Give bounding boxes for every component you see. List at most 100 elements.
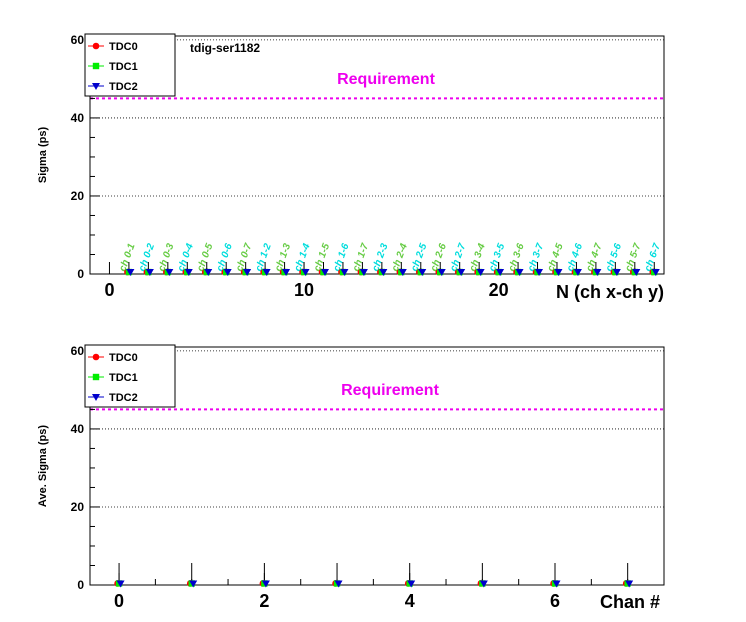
- y-tick-label: 0: [77, 267, 84, 281]
- data-point-tdc2: [651, 269, 660, 277]
- data-point-tdc2: [282, 269, 291, 277]
- channel-pair-label: ch 0-1: [117, 242, 137, 273]
- channel-pair-label: ch 1-4: [293, 242, 313, 273]
- bottom-y-axis-title: Ave. Sigma (ps): [37, 425, 49, 507]
- channel-pair-label: ch 4-5: [545, 242, 565, 273]
- x-tick-label: 0: [104, 280, 114, 300]
- legend-label: TDC0: [109, 352, 138, 364]
- x-tick-label: 0: [114, 591, 124, 611]
- data-point-tdc2: [165, 269, 174, 277]
- data-point-tdc2: [554, 269, 563, 277]
- top-legend-items: TDC0 TDC1 TDC2: [88, 41, 138, 93]
- top-board-label: tdig-ser1182: [190, 41, 260, 55]
- channel-pair-label: ch 0-6: [215, 242, 235, 273]
- channel-pair-label: ch 3-6: [507, 242, 527, 273]
- bottom-legend: TDC0 TDC1 TDC2: [84, 344, 176, 408]
- top-channel-labels: ch 0-1 ch 0-2 ch 0-3 ch 0-4 ch 0-5 ch 0-6 ch 0…: [117, 242, 663, 273]
- data-point-tdc2: [262, 269, 271, 277]
- x-tick-label: 10: [294, 280, 314, 300]
- data-point-tdc2: [398, 269, 407, 277]
- legend-label: TDC0: [109, 41, 138, 53]
- top-plot-frame: [89, 35, 665, 275]
- y-tick-label: 0: [77, 578, 84, 592]
- data-point-tdc2: [437, 269, 446, 277]
- legend-label: TDC2: [109, 392, 138, 404]
- channel-pair-label: ch 1-6: [331, 242, 351, 273]
- bottom-data-points: [114, 563, 634, 588]
- bottom-y-ticks: 0 20 40 60: [71, 344, 100, 592]
- top-data-points: [124, 262, 660, 277]
- data-point-tdc2: [496, 269, 505, 277]
- data-point-tdc2: [552, 580, 561, 588]
- data-point-tdc2: [479, 580, 488, 588]
- data-point-tdc2: [320, 269, 329, 277]
- bottom-grid: [90, 350, 664, 508]
- channel-pair-label: ch 0-7: [234, 242, 254, 273]
- top-grid: [90, 39, 664, 197]
- top-y-axis-title: Sigma (ps): [37, 127, 49, 184]
- legend-label: TDC1: [109, 372, 138, 384]
- channel-pair-label: ch 2-4: [390, 242, 410, 273]
- channel-pair-label: ch 1-5: [312, 242, 332, 273]
- channel-pair-label: ch 2-5: [409, 242, 429, 273]
- data-point-tdc2: [334, 580, 343, 588]
- data-point-tdc2: [535, 269, 544, 277]
- channel-pair-label: ch 2-7: [448, 242, 468, 273]
- channel-pair-label: ch 3-4: [468, 242, 488, 273]
- data-point-tdc2: [340, 269, 349, 277]
- top-requirement-label: Requirement: [337, 71, 435, 88]
- x-tick-label: 4: [405, 591, 415, 611]
- x-tick-label: 20: [489, 280, 509, 300]
- data-point-tdc2: [223, 269, 232, 277]
- data-point-tdc2: [593, 269, 602, 277]
- channel-pair-label: ch 5-7: [623, 242, 643, 273]
- bottom-legend-items: TDC0 TDC1 TDC2: [88, 352, 138, 404]
- data-point-tdc2: [261, 580, 270, 588]
- data-point-tdc2: [625, 580, 634, 588]
- legend-marker-tdc2: [92, 394, 100, 401]
- top-legend: TDC0 TDC1 TDC2: [84, 33, 176, 97]
- channel-pair-label: ch 0-4: [176, 242, 196, 273]
- legend-marker-tdc2: [92, 83, 100, 90]
- channel-pair-label: ch 6-7: [643, 242, 663, 273]
- channel-pair-label: ch 0-3: [156, 242, 176, 273]
- legend-marker-tdc0: [92, 353, 100, 361]
- data-point-tdc2: [204, 269, 213, 277]
- channel-pair-label: ch 1-3: [273, 242, 293, 273]
- data-point-tdc2: [126, 269, 135, 277]
- x-tick-label: 6: [550, 591, 560, 611]
- channel-pair-label: ch 1-2: [254, 242, 274, 273]
- data-point-tdc2: [407, 580, 416, 588]
- data-point-tdc2: [457, 269, 466, 277]
- y-tick-label: 60: [71, 344, 85, 358]
- legend-label: TDC1: [109, 61, 138, 73]
- y-tick-label: 40: [71, 111, 85, 125]
- bottom-plot-frame: [89, 346, 665, 586]
- legend-marker-tdc1: [92, 373, 100, 381]
- top-x-axis-title: N (ch x-ch y): [556, 282, 664, 302]
- data-point-tdc2: [116, 580, 125, 588]
- bottom-x-axis-title: Chan #: [600, 592, 660, 612]
- channel-pair-label: ch 5-6: [604, 242, 624, 273]
- channel-pair-label: ch 0-5: [195, 242, 215, 273]
- data-point-tdc2: [359, 269, 368, 277]
- bottom-x-ticks: 0 2 4 6: [114, 573, 629, 611]
- bottom-panel: 0 20 40 60 0 2 4 6 Ave. Sigma (ps) Chan # Requ…: [37, 344, 665, 612]
- data-point-tdc2: [301, 269, 310, 277]
- data-point-tdc2: [418, 269, 427, 277]
- legend-marker-tdc0: [92, 42, 100, 50]
- data-point-tdc2: [573, 269, 582, 277]
- channel-pair-label: ch 2-6: [429, 242, 449, 273]
- channel-pair-label: ch 4-6: [565, 242, 585, 273]
- data-point-tdc2: [612, 269, 621, 277]
- channel-pair-label: ch 3-5: [487, 242, 507, 273]
- data-point-tdc2: [515, 269, 524, 277]
- data-point-tdc2: [243, 269, 252, 277]
- legend-label: TDC2: [109, 81, 138, 93]
- y-tick-label: 20: [71, 189, 85, 203]
- data-point-tdc2: [379, 269, 388, 277]
- x-tick-label: 2: [259, 591, 269, 611]
- y-tick-label: 20: [71, 500, 85, 514]
